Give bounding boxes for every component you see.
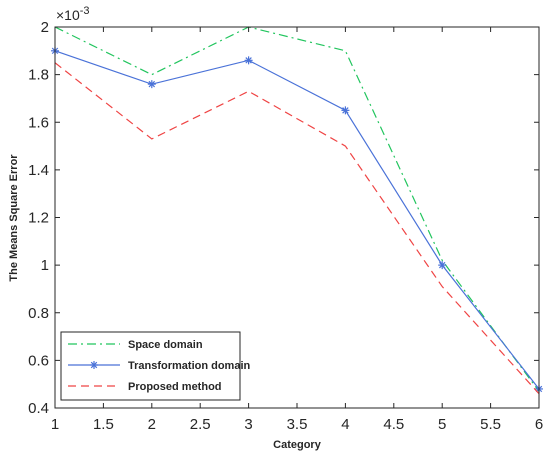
y-tick-label: 1: [41, 257, 49, 274]
y-tick-label: 0.4: [28, 400, 49, 417]
x-tick-label: 5.5: [480, 416, 501, 433]
legend-items: Space domain Transformation domain Propose…: [68, 339, 251, 393]
y-tick-label: 1.4: [28, 162, 49, 179]
x-tick-label: 6: [535, 416, 543, 433]
y-exponent-label: ×10-3: [56, 5, 90, 23]
legend-marker-1: [90, 361, 98, 369]
x-tick-label: 4: [341, 416, 349, 433]
x-tick-label: 2.5: [190, 416, 211, 433]
x-tick-label: 3.5: [287, 416, 308, 433]
y-tick-label: 2: [41, 19, 49, 36]
x-tick-label: 4.5: [383, 416, 404, 433]
y-exponent-base: ×10: [56, 7, 80, 23]
x-tick-label: 5: [438, 416, 446, 433]
y-tick-label: 0.8: [28, 305, 49, 322]
y-axis-label: The Means Square Error: [8, 154, 20, 282]
y-exponent-power: -3: [80, 5, 90, 17]
legend-label-1: Transformation domain: [128, 360, 251, 372]
ticks-layer: [54, 26, 540, 409]
data-point-1-3: [341, 106, 350, 115]
series-line-2: [54, 62, 540, 395]
y-tick-label: 1.8: [28, 67, 49, 84]
x-tick-label: 3: [244, 416, 252, 433]
data-point-1-2: [244, 56, 253, 65]
y-tick-label: 1.2: [28, 210, 49, 227]
x-tick-label: 2: [148, 416, 156, 433]
data-point-1-1: [147, 80, 156, 89]
legend: Space domain Transformation domain Propose…: [60, 331, 251, 401]
data-point-1-4: [438, 261, 447, 270]
legend-label-2: Proposed method: [128, 381, 222, 393]
x-tick-label: 1.5: [93, 416, 114, 433]
legend-box: [60, 331, 241, 401]
y-tick-label: 1.6: [28, 114, 49, 131]
series-layer: [51, 26, 543, 395]
series-line-1: [54, 50, 540, 390]
y-tick-label: 0.6: [28, 352, 49, 369]
x-axis-label: Category: [273, 439, 322, 451]
series-line-0: [54, 26, 540, 392]
x-tick-label: 1: [51, 416, 59, 433]
tick-labels-layer: 1 1.5 2 2.5 3 3.5 4 4.5 5 5.5 6 0.4 0.6 0.8 1 1.2 1.4 1.6…: [28, 19, 543, 433]
legend-label-0: Space domain: [128, 339, 203, 351]
